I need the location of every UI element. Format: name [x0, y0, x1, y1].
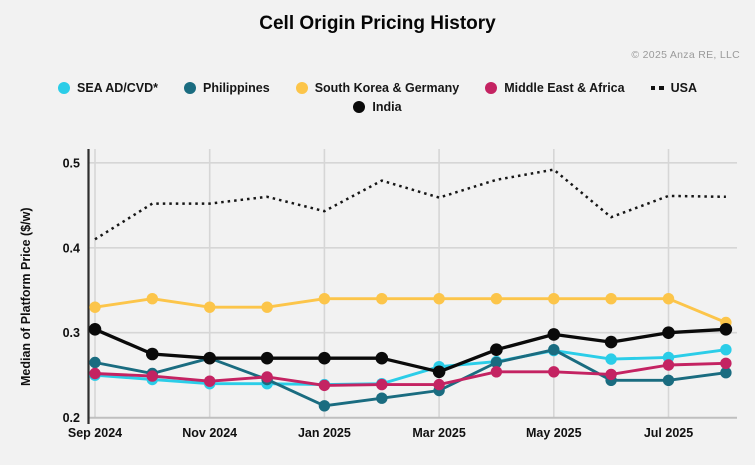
data-point-india: [146, 347, 159, 361]
data-point-middle-east-africa: [376, 378, 388, 391]
legend-item-philippines: Philippines: [184, 81, 270, 95]
data-point-south-korea-germany: [376, 293, 388, 305]
legend-item-india: India: [353, 100, 402, 114]
data-point-india: [719, 323, 733, 336]
data-point-south-korea-germany: [318, 293, 331, 305]
chart-legend: SEA AD/CVD* Philippines South Korea & Germ…: [0, 81, 755, 114]
data-point-south-korea-germany: [490, 293, 503, 305]
data-point-south-korea-germany: [433, 293, 445, 305]
y-tick-label: 0.3: [63, 326, 80, 340]
data-point-philippines: [376, 392, 388, 404]
data-point-middle-east-africa: [204, 375, 216, 387]
series-line-philippines: [94, 348, 727, 408]
data-point-middle-east-africa: [318, 379, 331, 392]
series-line-south-korea-germany: [94, 297, 727, 324]
data-point-middle-east-africa: [261, 371, 273, 383]
legend-row-1: SEA AD/CVD* Philippines South Korea & Germ…: [0, 81, 755, 95]
data-point-middle-east-africa: [605, 368, 617, 381]
x-tick-label: May 2025: [526, 426, 582, 440]
copyright-notice: © 2025 Anza RE, LLC: [631, 49, 740, 61]
data-point-south-korea-germany: [605, 293, 617, 305]
data-point-philippines: [89, 356, 101, 369]
data-point-india: [604, 335, 618, 349]
data-point-philippines: [548, 344, 560, 356]
data-point-india: [547, 328, 561, 341]
data-point-south-korea-germany: [662, 293, 675, 305]
data-point-south-korea-germany: [89, 301, 101, 313]
data-point-india: [88, 323, 102, 336]
legend-item-south-korea-germany: South Korea & Germany: [295, 81, 460, 95]
data-point-india: [203, 351, 216, 365]
legend-item-usa: USA: [650, 81, 697, 95]
y-tick-label: 0.5: [63, 156, 80, 170]
legend-dot-icon: [485, 82, 498, 94]
data-point-middle-east-africa: [433, 378, 445, 391]
legend-dot-icon: [295, 82, 308, 94]
legend-dot-icon: [57, 82, 70, 94]
data-point-india: [375, 351, 389, 365]
x-tick-label: Nov 2024: [182, 426, 237, 440]
x-tick-label: Jul 2025: [644, 426, 693, 440]
y-tick-label: 0.2: [63, 411, 80, 425]
legend-label: South Korea & Germany: [314, 81, 460, 95]
data-point-middle-east-africa: [89, 367, 101, 380]
data-point-middle-east-africa: [720, 357, 732, 369]
data-point-south-korea-germany: [204, 301, 216, 313]
legend-item-sea-ad-cvd: SEA AD/CVD*: [57, 81, 159, 95]
chart-title: Cell Origin Pricing History: [259, 13, 496, 34]
legend-label: Philippines: [203, 81, 270, 95]
data-point-india: [662, 326, 675, 339]
legend-label: USA: [670, 81, 697, 95]
data-point-sea-ad-cvd: [720, 344, 732, 356]
data-point-india: [490, 343, 503, 356]
series-markers-middle-east-africa: [89, 357, 732, 392]
data-point-india: [318, 351, 331, 365]
data-point-philippines: [490, 356, 503, 369]
data-point-india: [432, 365, 446, 379]
legend-label: SEA AD/CVD*: [76, 81, 159, 95]
series-line-sea-ad-cvd: [94, 348, 727, 387]
data-point-philippines: [318, 400, 331, 412]
dotted-line-legend-icon: [650, 85, 664, 91]
x-tick-label: Jan 2025: [298, 426, 351, 440]
data-point-south-korea-germany: [261, 301, 273, 313]
legend-item-middle-east-africa: Middle East & Africa: [485, 81, 625, 95]
data-point-middle-east-africa: [146, 370, 158, 382]
legend-dot-icon: [353, 101, 366, 113]
data-point-south-korea-germany: [146, 293, 158, 305]
data-point-middle-east-africa: [662, 359, 675, 371]
data-point-sea-ad-cvd: [605, 353, 617, 365]
series-line-middle-east-africa: [94, 361, 726, 387]
data-point-middle-east-africa: [548, 366, 560, 378]
series-line-india: [94, 327, 726, 374]
series-line-usa: [94, 168, 726, 241]
legend-label: Middle East & Africa: [504, 81, 625, 95]
legend-dot-icon: [184, 82, 197, 94]
data-point-philippines: [720, 367, 732, 379]
legend-row-2: India: [0, 100, 755, 114]
x-tick-label: Mar 2025: [412, 426, 466, 440]
data-point-philippines: [662, 374, 675, 386]
x-tick-label: Sep 2024: [68, 426, 122, 440]
y-tick-label: 0.4: [63, 241, 80, 255]
legend-label: India: [372, 100, 402, 114]
data-point-middle-east-africa: [490, 366, 503, 378]
data-point-south-korea-germany: [548, 293, 560, 305]
data-point-india: [260, 351, 274, 365]
series-markers-india: [88, 323, 733, 379]
pricing-history-plot: 0.2 0.3 0.4 0.5 Sep 2024 Nov 2024 Jan 2025 Mar …: [63, 149, 737, 440]
